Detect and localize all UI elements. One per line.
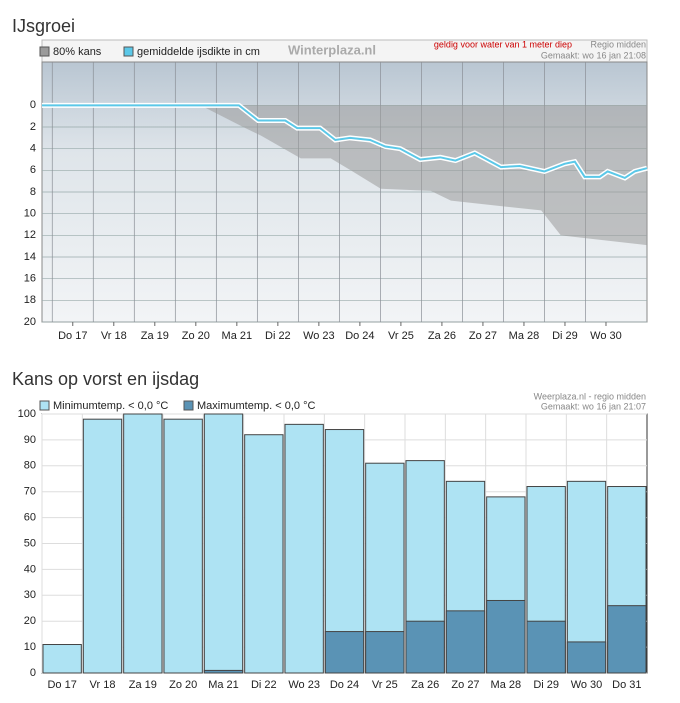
x-tick-label: Di 22 <box>251 679 277 691</box>
y-tick-label: 8 <box>30 186 36 198</box>
x-tick-label: Wo 30 <box>571 679 603 691</box>
bar <box>203 669 244 674</box>
note: geldig voor water van 1 meter diep <box>434 39 572 49</box>
x-tick-label: Do 24 <box>345 330 374 342</box>
bar <box>82 418 123 674</box>
source: Weerplaza.nl - regio midden <box>534 391 646 401</box>
bar <box>405 620 445 674</box>
y-tick-label: 40 <box>24 563 36 575</box>
region: Regio midden <box>590 39 646 49</box>
y-tick-label: 100 <box>18 408 36 420</box>
bar <box>526 620 566 674</box>
bar <box>42 644 82 674</box>
x-tick-label: Do 17 <box>47 679 76 691</box>
x-tick-label: Di 29 <box>533 679 559 691</box>
y-tick-label: 90 <box>24 434 36 446</box>
bar <box>365 631 405 674</box>
bar <box>123 413 163 674</box>
x-tick-label: Di 22 <box>265 330 291 342</box>
x-tick-label: Vr 18 <box>101 330 127 342</box>
y-tick-label: 10 <box>24 208 36 220</box>
chart-title: IJsgroei <box>12 16 75 36</box>
x-tick-label: Zo 27 <box>451 679 479 691</box>
created: Gemaakt: wo 16 jan 21:07 <box>541 401 646 411</box>
x-tick-label: Ma 21 <box>222 330 253 342</box>
bar <box>203 413 244 674</box>
x-tick-label: Wo 23 <box>288 679 320 691</box>
x-tick-label: Do 24 <box>330 679 359 691</box>
x-tick-label: Di 29 <box>552 330 578 342</box>
x-tick-label: Ma 28 <box>509 330 540 342</box>
x-tick-label: Vr 18 <box>90 679 116 691</box>
bar <box>445 610 486 674</box>
bar <box>324 631 365 674</box>
created: Gemaakt: wo 16 jan 21:08 <box>541 50 646 60</box>
y-tick-label: 30 <box>24 589 36 601</box>
x-tick-label: Za 19 <box>129 679 157 691</box>
y-tick-label: 4 <box>30 143 36 155</box>
y-tick-label: 2 <box>30 121 36 133</box>
x-tick-label: Za 26 <box>428 330 456 342</box>
chart-title: Kans op vorst en ijsdag <box>12 369 199 389</box>
legend-label: Maximumtemp. < 0,0 °C <box>197 400 315 412</box>
y-tick-label: 20 <box>24 316 36 328</box>
x-tick-label: Vr 25 <box>372 679 398 691</box>
x-tick-label: Wo 30 <box>590 330 622 342</box>
bar <box>566 480 607 674</box>
x-tick-label: Ma 21 <box>208 679 239 691</box>
legend-label: 80% kans <box>53 46 102 58</box>
bar <box>566 641 607 674</box>
x-tick-label: Vr 25 <box>388 330 414 342</box>
y-tick-label: 18 <box>24 294 36 306</box>
y-tick-label: 60 <box>24 512 36 524</box>
y-tick-label: 16 <box>24 273 36 285</box>
y-tick-label: 80 <box>24 460 36 472</box>
y-tick-label: 6 <box>30 164 36 176</box>
x-tick-label: Zo 20 <box>182 330 210 342</box>
x-tick-label: Wo 23 <box>303 330 335 342</box>
probability-band <box>200 105 647 246</box>
x-tick-label: Do 17 <box>58 330 87 342</box>
y-tick-label: 50 <box>24 537 36 549</box>
bar <box>163 418 203 674</box>
x-tick-label: Zo 20 <box>169 679 197 691</box>
x-tick-label: Zo 27 <box>469 330 497 342</box>
legend-label: gemiddelde ijsdikte in cm <box>137 46 260 58</box>
legend-label: Minimumtemp. < 0,0 °C <box>53 400 168 412</box>
y-tick-label: 70 <box>24 486 36 498</box>
bar <box>607 605 647 674</box>
y-tick-label: 12 <box>24 229 36 241</box>
bar <box>284 423 324 674</box>
x-tick-label: Za 26 <box>411 679 439 691</box>
y-tick-label: 14 <box>24 251 36 263</box>
y-tick-label: 10 <box>24 641 36 653</box>
y-tick-label: 0 <box>30 667 36 679</box>
legend-swatch <box>183 400 194 411</box>
x-tick-label: Do 31 <box>612 679 641 691</box>
x-tick-label: Za 19 <box>141 330 169 342</box>
legend-swatch <box>123 46 134 57</box>
y-tick-label: 20 <box>24 615 36 627</box>
line <box>42 104 648 180</box>
bar <box>486 599 526 674</box>
legend-swatch <box>39 46 50 57</box>
legend-swatch <box>39 400 50 411</box>
y-tick-label: 0 <box>30 99 36 111</box>
bar <box>244 434 284 674</box>
x-tick-label: Ma 28 <box>491 679 522 691</box>
watermark: Winterplaza.nl <box>288 42 376 57</box>
